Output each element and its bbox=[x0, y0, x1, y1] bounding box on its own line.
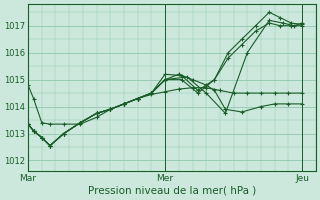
X-axis label: Pression niveau de la mer( hPa ): Pression niveau de la mer( hPa ) bbox=[88, 186, 256, 196]
